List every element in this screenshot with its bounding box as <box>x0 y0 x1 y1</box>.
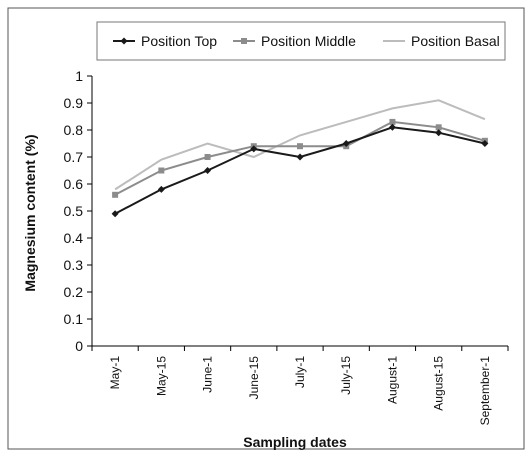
y-tick-label: 0 <box>75 338 83 354</box>
legend: Position Top Position Middle Position Basa… <box>96 21 506 61</box>
y-tick-label: 0.6 <box>64 176 84 192</box>
x-tick-label: September-1 <box>478 356 492 426</box>
data-point <box>204 154 211 160</box>
x-axis-title: Sampling dates <box>243 434 347 450</box>
x-tick-label: July-1 <box>293 356 307 388</box>
data-point <box>481 140 489 147</box>
data-point <box>112 191 119 198</box>
legend-item: Position Middle <box>233 33 356 49</box>
data-point <box>111 210 119 218</box>
x-axis: May-1 May-15 June-1 June-15 July-1 July-15 Aug… <box>91 345 509 426</box>
data-point <box>241 38 247 44</box>
y-tick-label: 0.5 <box>64 203 84 219</box>
y-tick-label: 0.8 <box>64 122 84 138</box>
legend-label: Position Top <box>141 33 217 49</box>
data-point <box>435 129 443 137</box>
y-axis-title: Magnesium content (%) <box>22 134 38 291</box>
y-tick-label: 0.4 <box>64 230 84 246</box>
data-point <box>389 118 396 125</box>
legend-label: Position Basal <box>411 33 500 49</box>
data-point <box>342 140 350 147</box>
y-tick-label: 0.3 <box>64 257 84 273</box>
chart-frame <box>7 7 525 450</box>
legend-box <box>96 21 506 61</box>
data-point <box>120 37 128 45</box>
y-tick-label: 0.7 <box>64 149 84 165</box>
series-layer <box>111 99 489 218</box>
data-point <box>296 153 304 161</box>
x-tick-label: August-1 <box>385 356 399 404</box>
x-tick-label: June-15 <box>247 356 261 400</box>
data-point <box>204 167 212 174</box>
legend-item: Position Basal <box>383 33 500 49</box>
x-tick-label: May-15 <box>154 356 168 396</box>
series-line <box>114 99 486 191</box>
series-position-basal <box>114 99 486 191</box>
data-point <box>158 167 165 174</box>
y-axis: 0 0.1 0.2 0.3 0.4 0.5 0.6 0.7 0.8 0.9 1 <box>64 68 93 354</box>
y-tick-label: 0.9 <box>64 95 84 111</box>
x-tick-label: June-1 <box>201 356 215 393</box>
y-tick-label: 0.2 <box>64 284 84 300</box>
x-tick-label: August-15 <box>432 356 446 411</box>
data-point <box>435 124 442 131</box>
y-tick-label: 0.1 <box>64 311 84 327</box>
data-point <box>157 185 165 193</box>
data-point <box>297 143 303 150</box>
legend-label: Position Middle <box>261 33 356 49</box>
data-point <box>388 123 396 131</box>
data-point <box>250 145 258 153</box>
series-position-top <box>111 123 489 218</box>
legend-item: Position Top <box>113 33 217 49</box>
x-tick-label: May-1 <box>108 356 122 390</box>
x-tick-label: July-15 <box>339 356 353 395</box>
y-tick-label: 1 <box>75 68 83 84</box>
